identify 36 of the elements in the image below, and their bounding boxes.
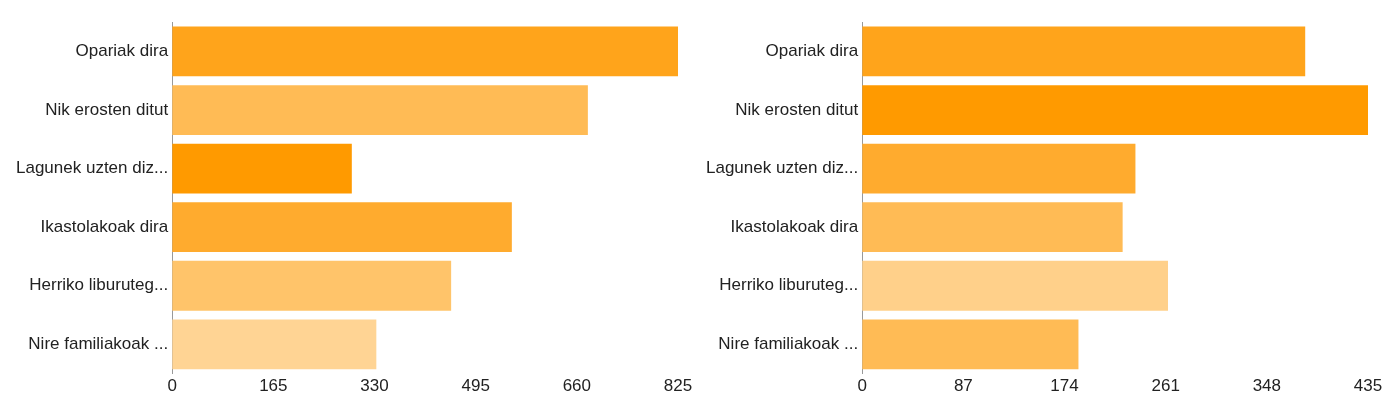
bar — [862, 202, 1123, 253]
bar — [862, 26, 1306, 77]
y-tick-label: Nire familiakoak ... — [28, 334, 169, 353]
bar — [172, 143, 352, 194]
x-tick-label: 825 — [663, 376, 693, 396]
x-tick-label: 330 — [360, 376, 389, 396]
y-tick-label: Nire familiakoak ... — [718, 334, 859, 353]
x-tick-label: 0 — [167, 376, 177, 396]
y-tick-label: Lagunek uzten diz... — [15, 158, 169, 178]
x-tick-label: 174 — [1050, 376, 1079, 396]
y-tick-label: Lagunek uzten diz... — [705, 158, 859, 178]
y-tick-label: Opariak dira — [765, 41, 859, 61]
bar — [862, 260, 1168, 311]
x-tick-label: 165 — [259, 376, 288, 396]
bar — [172, 202, 512, 253]
bar — [862, 319, 1079, 370]
y-tick-label: Nik erosten ditut — [735, 99, 859, 119]
y-tick-label: Nik erosten ditut — [45, 99, 169, 119]
bar — [862, 85, 1368, 135]
bar — [172, 319, 377, 370]
x-tick-label: 261 — [1151, 376, 1180, 396]
bar — [172, 260, 452, 311]
x-tick-label: 348 — [1252, 376, 1282, 396]
y-tick-label: Herriko liburuteg... — [719, 275, 859, 295]
y-tick-label: Opariak dira — [75, 41, 169, 61]
x-tick-label: 660 — [562, 376, 592, 396]
x-tick-label: 435 — [1353, 376, 1383, 396]
bar — [172, 85, 588, 135]
bar — [862, 143, 1136, 194]
y-tick-label: Ikastolakoak dira — [40, 216, 169, 236]
x-tick-label: 0 — [857, 376, 867, 396]
x-tick-label: 495 — [461, 376, 490, 396]
x-tick-label: 87 — [953, 376, 973, 396]
y-tick-label: Herriko liburuteg... — [29, 275, 169, 295]
y-tick-label: Ikastolakoak dira — [730, 216, 859, 236]
bar — [172, 26, 678, 77]
